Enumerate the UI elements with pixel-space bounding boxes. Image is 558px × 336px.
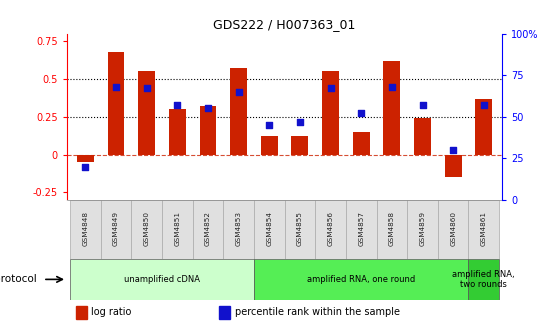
Point <box>479 102 488 108</box>
Bar <box>445 155 461 177</box>
Bar <box>77 155 94 162</box>
Bar <box>223 200 254 259</box>
Point <box>357 111 365 116</box>
Text: GSM4854: GSM4854 <box>266 211 272 246</box>
Bar <box>377 200 407 259</box>
Bar <box>70 259 254 300</box>
Bar <box>315 200 346 259</box>
Point <box>234 89 243 94</box>
Point <box>418 102 427 108</box>
Bar <box>469 259 499 300</box>
Text: GSM4861: GSM4861 <box>481 211 487 246</box>
Bar <box>285 200 315 259</box>
Bar <box>70 200 100 259</box>
Text: percentile rank within the sample: percentile rank within the sample <box>234 306 400 317</box>
Text: GSM4859: GSM4859 <box>420 211 426 246</box>
Point <box>326 86 335 91</box>
Bar <box>469 200 499 259</box>
Text: log ratio: log ratio <box>91 306 131 317</box>
Text: GSM4853: GSM4853 <box>235 211 242 246</box>
Text: amplified RNA, one round: amplified RNA, one round <box>307 275 415 284</box>
Bar <box>254 200 285 259</box>
Text: GSM4851: GSM4851 <box>174 211 180 246</box>
Text: amplified RNA,
two rounds: amplified RNA, two rounds <box>453 270 515 289</box>
Bar <box>100 200 131 259</box>
Bar <box>346 200 377 259</box>
Point <box>142 86 151 91</box>
Bar <box>475 99 492 155</box>
Bar <box>230 69 247 155</box>
Bar <box>261 136 278 155</box>
Bar <box>219 306 230 319</box>
Point <box>173 102 182 108</box>
Bar <box>131 200 162 259</box>
Bar <box>353 132 369 155</box>
Bar <box>414 118 431 155</box>
Bar <box>76 306 86 319</box>
Bar <box>138 72 155 155</box>
Bar <box>383 61 400 155</box>
Point <box>295 119 304 124</box>
Bar <box>162 200 193 259</box>
Text: GSM4849: GSM4849 <box>113 211 119 246</box>
Title: GDS222 / H007363_01: GDS222 / H007363_01 <box>213 18 356 31</box>
Point <box>204 106 213 111</box>
Text: GSM4848: GSM4848 <box>83 211 88 246</box>
Point <box>81 164 90 169</box>
Text: unamplified cDNA: unamplified cDNA <box>124 275 200 284</box>
Point <box>387 84 396 89</box>
Bar <box>407 200 438 259</box>
Text: GSM4856: GSM4856 <box>328 211 334 246</box>
Bar <box>438 200 469 259</box>
Text: GSM4852: GSM4852 <box>205 211 211 246</box>
Text: GSM4858: GSM4858 <box>389 211 395 246</box>
Text: GSM4850: GSM4850 <box>143 211 150 246</box>
Bar <box>169 109 186 155</box>
Point <box>265 122 274 128</box>
Bar <box>291 136 309 155</box>
Text: GSM4855: GSM4855 <box>297 211 303 246</box>
Point <box>449 147 458 153</box>
Bar <box>193 200 223 259</box>
Bar <box>254 259 469 300</box>
Text: protocol: protocol <box>0 275 36 284</box>
Point <box>112 84 121 89</box>
Bar <box>322 72 339 155</box>
Bar <box>200 106 217 155</box>
Text: GSM4860: GSM4860 <box>450 211 456 246</box>
Bar <box>108 52 124 155</box>
Text: GSM4857: GSM4857 <box>358 211 364 246</box>
